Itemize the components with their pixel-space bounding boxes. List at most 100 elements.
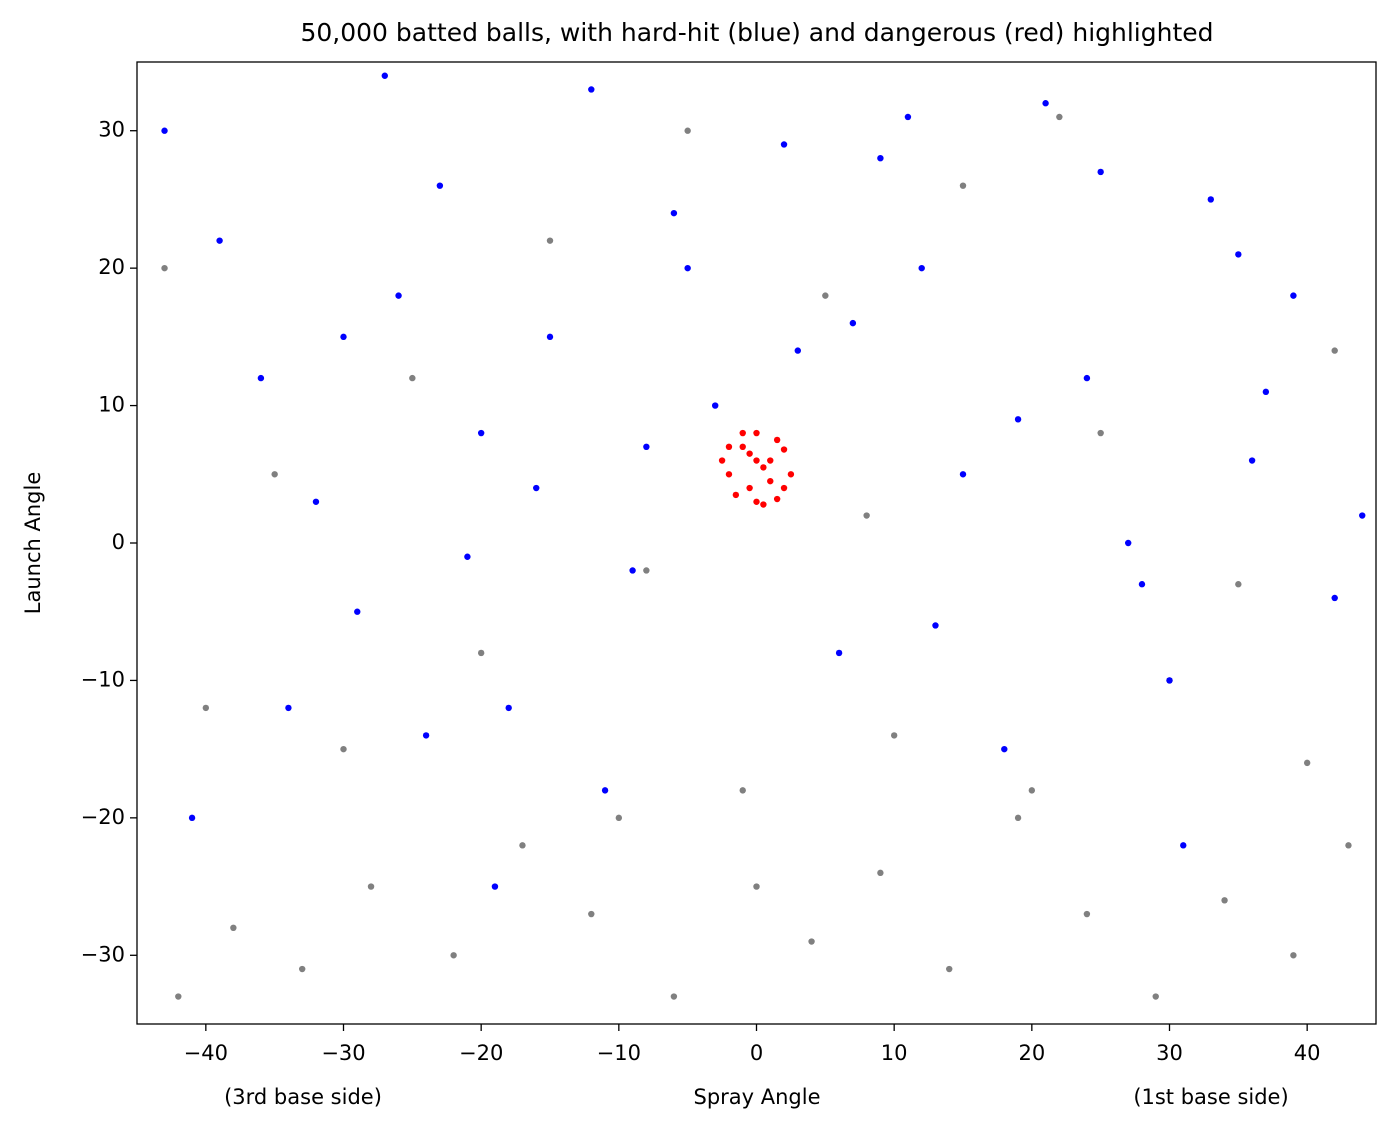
y-axis-label: Launch Angle [21, 472, 45, 614]
point [1248, 457, 1256, 464]
y-tick-label: 30 [98, 118, 125, 142]
point [1097, 168, 1104, 176]
point [725, 443, 733, 450]
y-tick-label: −30 [81, 942, 125, 966]
point [1345, 842, 1352, 849]
point [1014, 416, 1022, 423]
point [794, 347, 801, 354]
point [643, 567, 650, 574]
point [533, 484, 540, 492]
point [285, 704, 292, 712]
point [890, 732, 898, 739]
point [450, 952, 457, 959]
point [684, 264, 691, 272]
point [780, 446, 788, 453]
point [271, 471, 278, 478]
point [918, 264, 925, 272]
point [808, 938, 815, 945]
y-tick-label: −10 [81, 667, 125, 691]
point [216, 237, 223, 244]
x-tick-label: 10 [881, 1041, 908, 1065]
plot-frame [136, 61, 1377, 1025]
point [959, 471, 967, 478]
point [684, 127, 691, 134]
point [877, 155, 884, 162]
point [1056, 113, 1063, 121]
point [436, 182, 444, 189]
point [230, 924, 237, 931]
point [1014, 814, 1022, 822]
point [670, 209, 678, 217]
x-tick-label: −10 [597, 1041, 641, 1065]
point [1042, 100, 1049, 107]
point [477, 429, 485, 437]
point [1235, 581, 1242, 588]
point [946, 965, 953, 973]
point [1303, 759, 1311, 767]
point [464, 553, 471, 560]
point [1001, 745, 1008, 753]
point [1083, 910, 1091, 918]
point [1180, 842, 1187, 849]
point [202, 704, 210, 712]
y-tick-label: −20 [81, 805, 125, 829]
point [780, 141, 788, 148]
point [381, 72, 388, 79]
point [753, 429, 760, 437]
point [670, 993, 678, 1000]
point [188, 814, 196, 822]
point [422, 732, 430, 739]
point [299, 965, 306, 973]
point [1097, 429, 1104, 437]
point [835, 649, 843, 657]
x-tick-label: 30 [1156, 1041, 1183, 1065]
x-tick-label: −40 [184, 1041, 228, 1065]
chart-title: 50,000 batted balls, with hard-hit (blue… [300, 18, 1213, 47]
point [1207, 196, 1215, 203]
annotation: (3rd base side) [224, 1085, 382, 1109]
point [739, 443, 746, 450]
point [643, 443, 650, 450]
point [932, 622, 939, 629]
point [959, 182, 967, 189]
point [725, 471, 733, 478]
y-tick-label: 20 [98, 255, 125, 279]
point [1221, 897, 1228, 904]
point [161, 264, 168, 272]
point [753, 498, 760, 505]
point [519, 842, 526, 849]
point [1235, 251, 1242, 258]
point [340, 333, 347, 341]
point [601, 787, 609, 794]
y-tick-label: 10 [98, 393, 125, 417]
point [312, 498, 320, 505]
point [477, 649, 485, 657]
point [767, 457, 774, 464]
x-tick-label: 0 [750, 1041, 763, 1065]
point [760, 464, 767, 471]
point [822, 292, 829, 299]
x-tick-label: 40 [1294, 1041, 1321, 1065]
point [773, 436, 781, 444]
point [588, 86, 595, 93]
point [1331, 347, 1338, 354]
x-tick-label: −20 [459, 1041, 503, 1065]
x-tick-label: 20 [1018, 1041, 1045, 1065]
point [161, 127, 168, 134]
point [588, 910, 595, 918]
point [546, 333, 554, 341]
point [409, 374, 416, 382]
point [877, 869, 884, 877]
point [1262, 388, 1270, 396]
point [739, 429, 746, 437]
point [395, 292, 402, 299]
point [849, 319, 857, 327]
point [904, 113, 912, 121]
point [491, 883, 499, 890]
y-tick-label: 0 [112, 530, 125, 554]
point [760, 501, 767, 508]
x-tick-label: −30 [321, 1041, 365, 1065]
point [354, 608, 361, 615]
point [787, 471, 795, 478]
